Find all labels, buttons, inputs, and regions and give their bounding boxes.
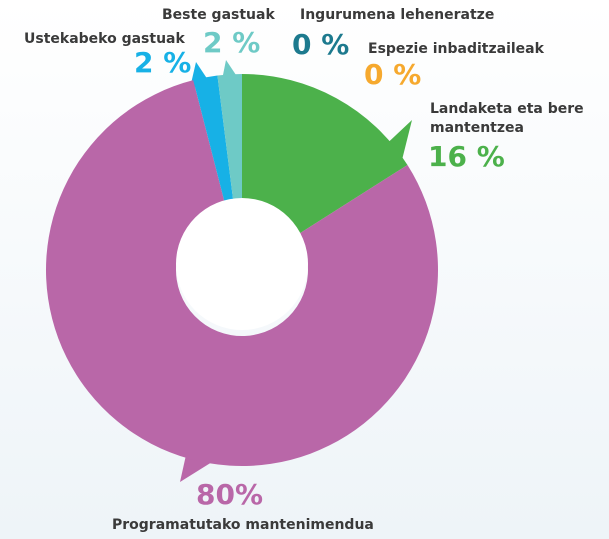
value-label: 80% [196, 478, 264, 511]
slice [217, 74, 242, 205]
value-label: 0 % [364, 58, 422, 91]
slice-label: Ustekabeko gastuak [24, 31, 185, 47]
slice-label: Ingurumena leheneratze [300, 7, 495, 23]
value-label: 2 % [134, 46, 192, 79]
slice-label: Espezie inbaditzaileak [368, 41, 544, 57]
donut-hole [176, 198, 308, 330]
value-label: 16 % [428, 140, 505, 173]
slice-label: Programatutako mantenimendua [112, 517, 374, 533]
value-label: 2 % [203, 26, 261, 59]
slice-label: Beste gastuak [162, 7, 275, 23]
slice [45, 80, 438, 467]
slice-label: Landaketa eta bere mantentzea [430, 101, 584, 136]
slice [242, 74, 408, 235]
slice [193, 75, 234, 207]
value-label: 0 % [292, 28, 350, 61]
